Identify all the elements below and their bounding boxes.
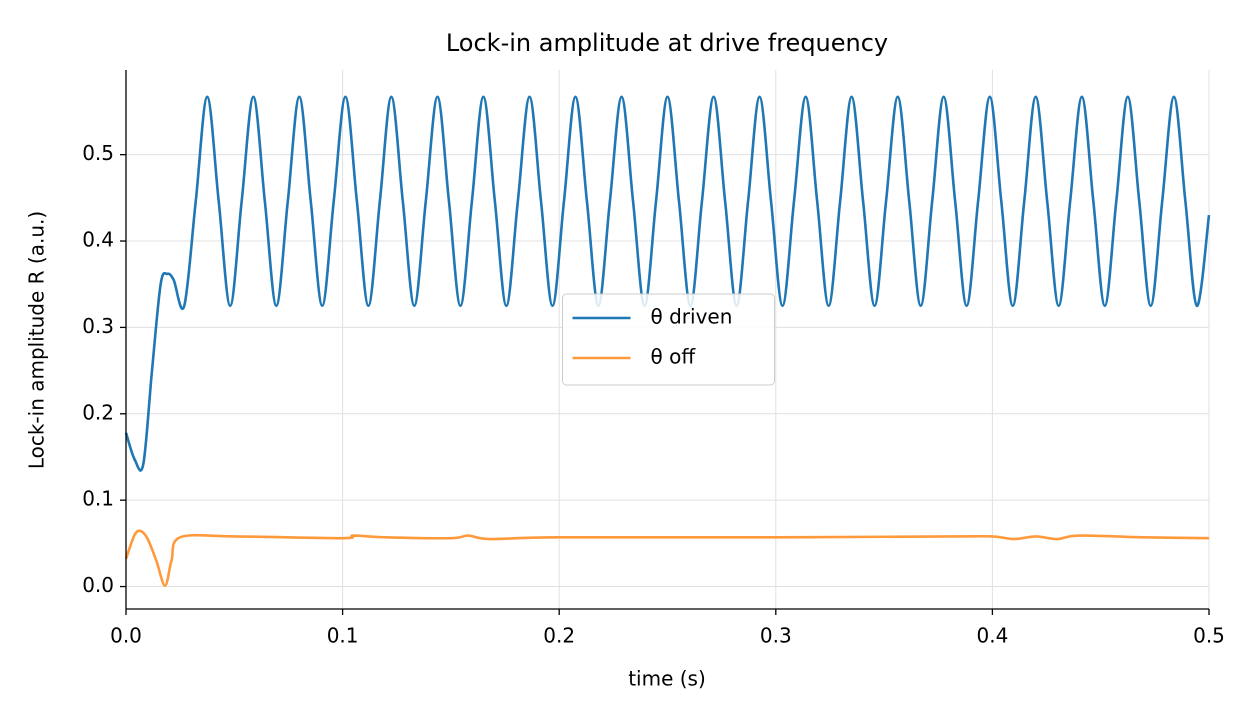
legend-label: θ off: [651, 345, 697, 369]
legend: θ driven θ off: [562, 293, 775, 386]
y-tick-label: 0.1: [82, 487, 114, 511]
chart-title: Lock-in amplitude at drive frequency: [446, 29, 888, 57]
x-tick-label: 0.3: [760, 624, 792, 648]
data-line: [124, 529, 1210, 587]
x-tick-label: 0.5: [1193, 624, 1225, 648]
x-tick-label: 0.2: [543, 624, 575, 648]
x-tick-label: 0.1: [327, 624, 359, 648]
x-tick-label: 0.0: [110, 624, 142, 648]
y-axis-label: Lock-in amplitude R (a.u.): [25, 211, 49, 469]
legend-label: θ driven: [651, 305, 733, 329]
y-tick-label: 0.0: [82, 573, 114, 597]
x-tick-label: 0.4: [976, 624, 1008, 648]
x-axis-label: time (s): [628, 667, 706, 691]
y-tick-label: 0.4: [82, 228, 114, 252]
plot-lines: [124, 95, 1211, 587]
data-line: [124, 95, 1211, 472]
y-tick-label: 0.5: [82, 141, 114, 165]
y-tick-label: 0.3: [82, 314, 114, 338]
y-tick-label: 0.2: [82, 400, 114, 424]
